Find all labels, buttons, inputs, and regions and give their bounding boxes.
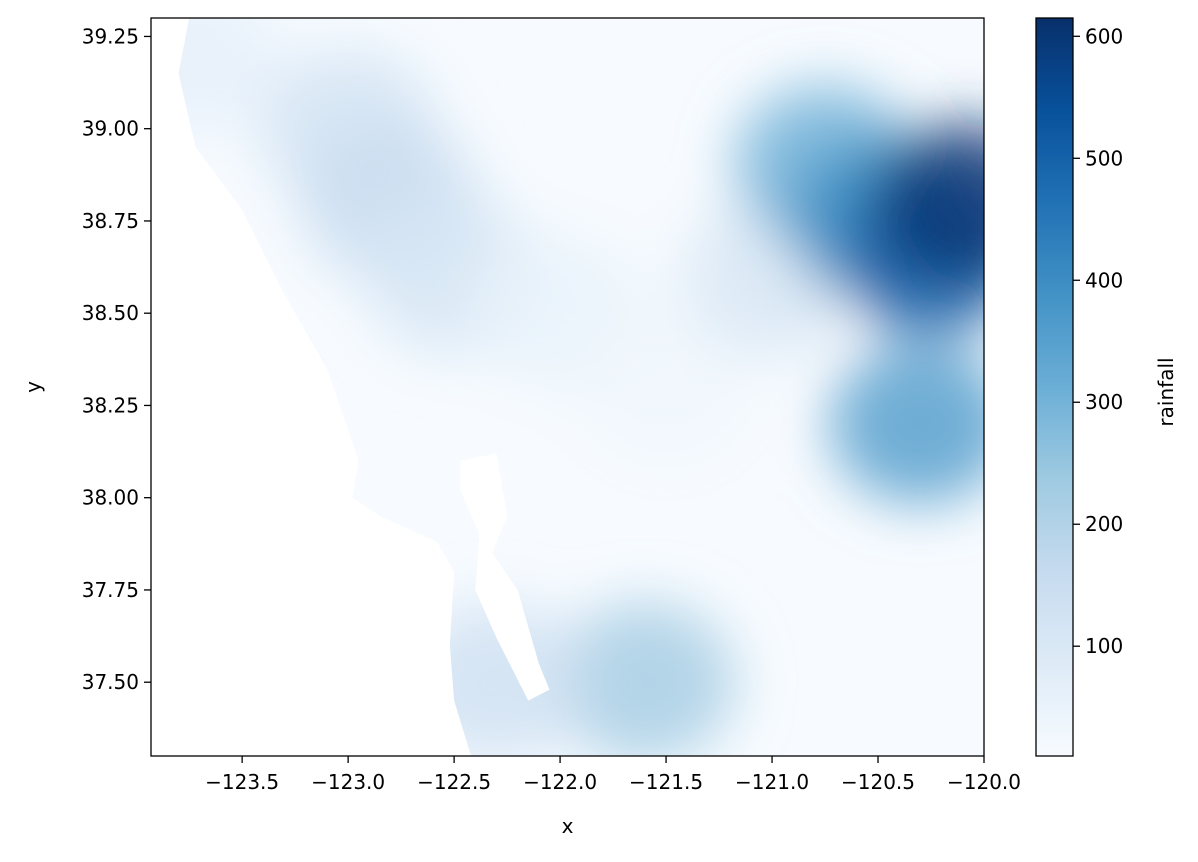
y-tick-label: 37.50: [82, 670, 139, 694]
colorbar-ticks: 100 200 300 400 500 600: [1073, 24, 1123, 658]
x-axis-ticks: −123.5 −123.0 −122.5 −122.0 −121.5 −121.0 −120…: [205, 756, 1021, 794]
x-tick-label: −122.0: [523, 770, 597, 794]
x-tick-label: −123.0: [311, 770, 385, 794]
y-tick-label: 39.00: [82, 117, 139, 141]
y-tick-label: 39.25: [82, 24, 139, 48]
rainfall-sample-12: [554, 602, 735, 756]
y-tick-label: 37.75: [82, 578, 139, 602]
plot-area: [150, 17, 985, 757]
x-tick-label: −122.5: [417, 770, 491, 794]
rainfall-field: [151, 18, 984, 756]
rainfall-field-samples: [151, 18, 984, 756]
x-tick-label: −120.0: [947, 770, 1021, 794]
y-tick-label: 38.50: [82, 301, 139, 325]
colorbar-gradient: [1035, 17, 1074, 757]
colorbar-tick-label: 100: [1085, 634, 1123, 658]
x-tick-label: −123.5: [205, 770, 279, 794]
y-tick-label: 38.25: [82, 393, 139, 417]
colorbar-tick-label: 500: [1085, 146, 1123, 170]
y-tick-label: 38.75: [82, 209, 139, 233]
x-tick-label: −121.0: [735, 770, 809, 794]
y-tick-label: 38.00: [82, 486, 139, 510]
colorbar-tick-label: 400: [1085, 268, 1123, 292]
rainfall-sample-11: [830, 343, 984, 504]
nodata-ocean: [151, 18, 472, 756]
y-axis-label: y: [21, 381, 45, 393]
y-axis-ticks: 37.50 37.75 38.00 38.25 38.50 38.75 39.00 39.25: [82, 24, 151, 694]
colorbar-tick-label: 600: [1085, 24, 1123, 48]
colorbar-tick-label: 300: [1085, 390, 1123, 414]
nodata-layer: [151, 18, 550, 756]
colorbar: 100 200 300 400 500 600 rainfall: [1035, 17, 1178, 757]
x-tick-label: −120.5: [841, 770, 915, 794]
rainfall-sample-5: [576, 307, 757, 467]
x-tick-label: −121.5: [629, 770, 703, 794]
plot-frame: [150, 17, 985, 757]
rainfall-sample-10: [872, 122, 984, 283]
colorbar-label: rainfall: [1154, 357, 1178, 426]
nodata-bay: [460, 453, 550, 701]
x-axis-label: x: [562, 814, 574, 838]
colorbar-tick-label: 200: [1085, 512, 1123, 536]
